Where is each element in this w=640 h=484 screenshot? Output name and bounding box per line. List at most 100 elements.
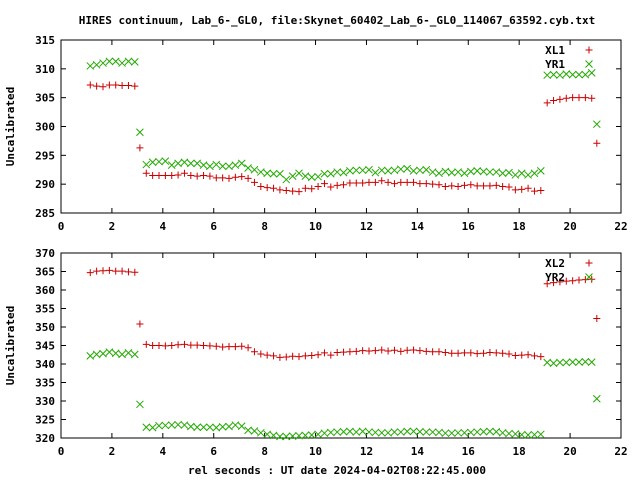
data-point xyxy=(231,343,239,351)
data-point xyxy=(199,423,208,432)
data-point xyxy=(562,358,571,367)
x-tick-label: 4 xyxy=(160,220,167,233)
data-point xyxy=(454,182,462,190)
data-point xyxy=(568,70,577,79)
data-point xyxy=(105,57,114,66)
data-point xyxy=(447,429,456,438)
data-point xyxy=(200,172,208,180)
data-point xyxy=(422,180,430,188)
data-point xyxy=(282,353,290,361)
data-point xyxy=(131,268,139,276)
data-point xyxy=(263,184,271,192)
data-point xyxy=(167,161,176,169)
plot-panel-2: 0 2 4 6 8 10 12 14 16 18 20 22 320 325 330 335 340 345 350… xyxy=(4,247,628,458)
x-tick-label: 22 xyxy=(614,220,627,233)
data-point xyxy=(130,58,139,66)
x-tick-label: 0 xyxy=(58,220,65,233)
data-point xyxy=(428,428,437,436)
data-point xyxy=(136,144,144,152)
data-point xyxy=(365,178,373,186)
x-tick-label: 16 xyxy=(462,220,476,233)
data-point xyxy=(435,428,443,437)
data-point xyxy=(206,342,214,350)
data-point xyxy=(180,169,188,177)
data-point xyxy=(581,94,589,102)
data-point xyxy=(111,57,120,66)
data-point xyxy=(244,164,252,172)
data-point xyxy=(263,430,272,439)
y-tick-label: 285 xyxy=(35,207,55,220)
data-point xyxy=(587,358,596,367)
data-point xyxy=(308,185,316,193)
data-point xyxy=(92,350,101,359)
data-point xyxy=(295,431,303,440)
data-point xyxy=(346,427,354,436)
data-point xyxy=(536,430,545,439)
data-point xyxy=(549,359,558,368)
chart-title: HIRES continuum, Lab_6-_GL0, file:Skynet… xyxy=(79,14,596,27)
data-point xyxy=(276,432,284,441)
data-point xyxy=(219,343,227,351)
data-point xyxy=(161,157,170,165)
legend-label: YR2 xyxy=(545,271,565,284)
data-point xyxy=(333,181,341,189)
x-tick-label: 20 xyxy=(563,220,576,233)
data-point xyxy=(244,174,252,182)
data-point xyxy=(282,432,291,441)
data-point xyxy=(518,185,526,193)
data-point xyxy=(575,94,583,102)
data-point xyxy=(86,81,94,89)
data-point xyxy=(92,60,101,69)
y-tick-label: 330 xyxy=(35,395,55,408)
data-point xyxy=(86,352,95,360)
data-point xyxy=(556,71,564,80)
data-point xyxy=(320,429,329,438)
data-point xyxy=(142,423,151,432)
legend-marker xyxy=(585,273,593,281)
data-point xyxy=(581,70,590,79)
data-point xyxy=(346,167,354,175)
data-point xyxy=(505,429,513,438)
data-point xyxy=(130,350,139,359)
data-point xyxy=(505,168,513,177)
data-point xyxy=(148,158,157,167)
data-point xyxy=(473,167,482,175)
data-point xyxy=(270,352,278,360)
data-point xyxy=(499,182,507,190)
data-point xyxy=(270,184,278,192)
data-point xyxy=(581,357,590,366)
data-point xyxy=(435,348,443,356)
data-point xyxy=(250,178,258,186)
data-point xyxy=(593,314,601,322)
data-point xyxy=(460,169,469,178)
data-point xyxy=(486,182,494,190)
data-point xyxy=(454,349,462,357)
data-point xyxy=(396,428,405,436)
plot-frame xyxy=(60,39,622,214)
data-point xyxy=(99,267,107,275)
series-yr1 xyxy=(86,57,601,184)
data-point xyxy=(131,82,139,90)
data-point xyxy=(180,421,189,429)
data-point xyxy=(352,166,361,175)
data-point xyxy=(448,349,456,357)
data-point xyxy=(118,350,126,359)
data-point xyxy=(112,81,120,89)
data-point xyxy=(543,280,551,288)
data-point xyxy=(124,349,133,357)
data-point xyxy=(466,428,475,437)
data-point xyxy=(403,427,412,436)
data-point xyxy=(550,97,558,105)
legend-label: YR1 xyxy=(545,58,565,71)
y-tick-label: 305 xyxy=(35,92,55,105)
data-point xyxy=(498,428,507,437)
data-point xyxy=(136,128,144,137)
data-point xyxy=(124,82,132,90)
data-point xyxy=(486,168,494,176)
data-point xyxy=(187,172,195,180)
data-point xyxy=(161,172,169,180)
data-point xyxy=(301,184,309,192)
data-point xyxy=(568,358,577,367)
data-point xyxy=(276,186,284,194)
data-point xyxy=(142,340,150,348)
